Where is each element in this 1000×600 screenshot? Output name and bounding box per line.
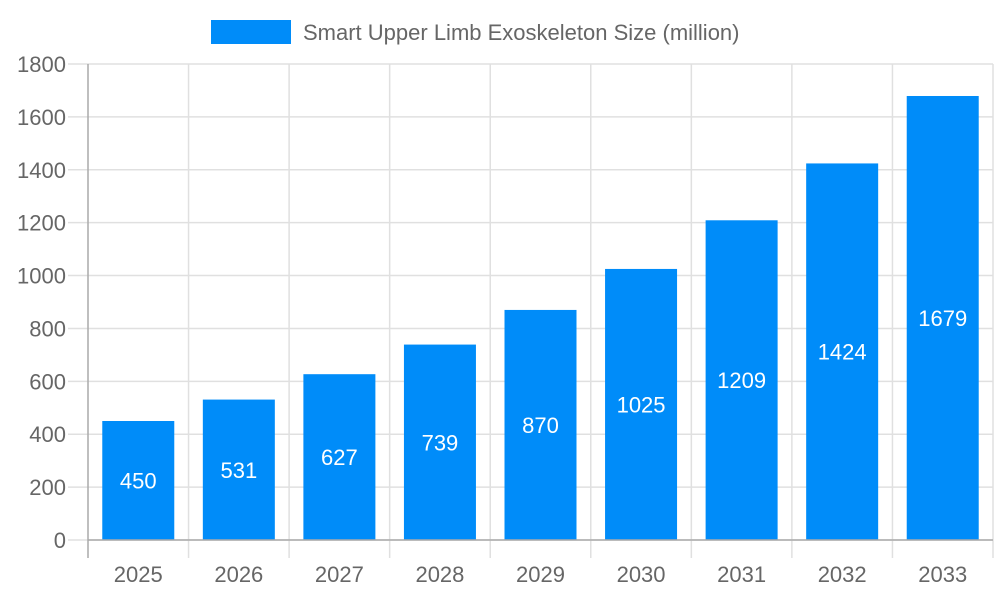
- y-tick-label: 600: [29, 369, 66, 394]
- data-label: 1424: [818, 340, 867, 365]
- x-tick-label: 2033: [918, 562, 967, 587]
- bar: [303, 374, 376, 540]
- x-tick-label: 2027: [315, 562, 364, 587]
- data-label: 1209: [717, 368, 766, 393]
- axes: 0 200 400 600 800 1000 1200 1400 1600 1800 2025 202…: [17, 52, 993, 587]
- data-label: 627: [321, 445, 358, 470]
- x-tick-label: 2025: [114, 562, 163, 587]
- y-tick-label: 1800: [17, 52, 66, 77]
- y-tick-label: 0: [54, 528, 66, 553]
- x-tick-label: 2031: [717, 562, 766, 587]
- data-label: 870: [522, 413, 559, 438]
- y-tick-label: 400: [29, 422, 66, 447]
- data-label: 1679: [918, 306, 967, 331]
- x-tick-label: 2032: [818, 562, 867, 587]
- data-label: 739: [422, 430, 459, 455]
- y-tick-label: 1400: [17, 158, 66, 183]
- y-tick-label: 1200: [17, 211, 66, 236]
- bar: [403, 344, 476, 540]
- x-tick-label: 2030: [617, 562, 666, 587]
- data-label: 450: [120, 469, 157, 494]
- legend-label: Smart Upper Limb Exoskeleton Size (milli…: [303, 20, 740, 45]
- x-tick-label: 2029: [516, 562, 565, 587]
- data-label: 1025: [617, 392, 666, 417]
- y-tick-label: 1000: [17, 264, 66, 289]
- y-tick-label: 800: [29, 316, 66, 341]
- bar: [605, 268, 678, 540]
- y-tick-label: 200: [29, 475, 66, 500]
- bar: [504, 309, 577, 540]
- bar: [202, 399, 275, 540]
- legend: Smart Upper Limb Exoskeleton Size (milli…: [211, 20, 740, 45]
- y-tick-label: 1600: [17, 105, 66, 130]
- bars: 450 531 627 739 870 1025 1209 1424 1679: [102, 95, 979, 541]
- bar: [705, 220, 778, 540]
- bar: [906, 95, 979, 541]
- legend-swatch: [211, 20, 291, 44]
- data-label: 531: [220, 458, 257, 483]
- bar: [102, 421, 175, 540]
- bar: [806, 163, 879, 541]
- x-tick-label: 2028: [415, 562, 464, 587]
- x-tick-label: 2026: [214, 562, 263, 587]
